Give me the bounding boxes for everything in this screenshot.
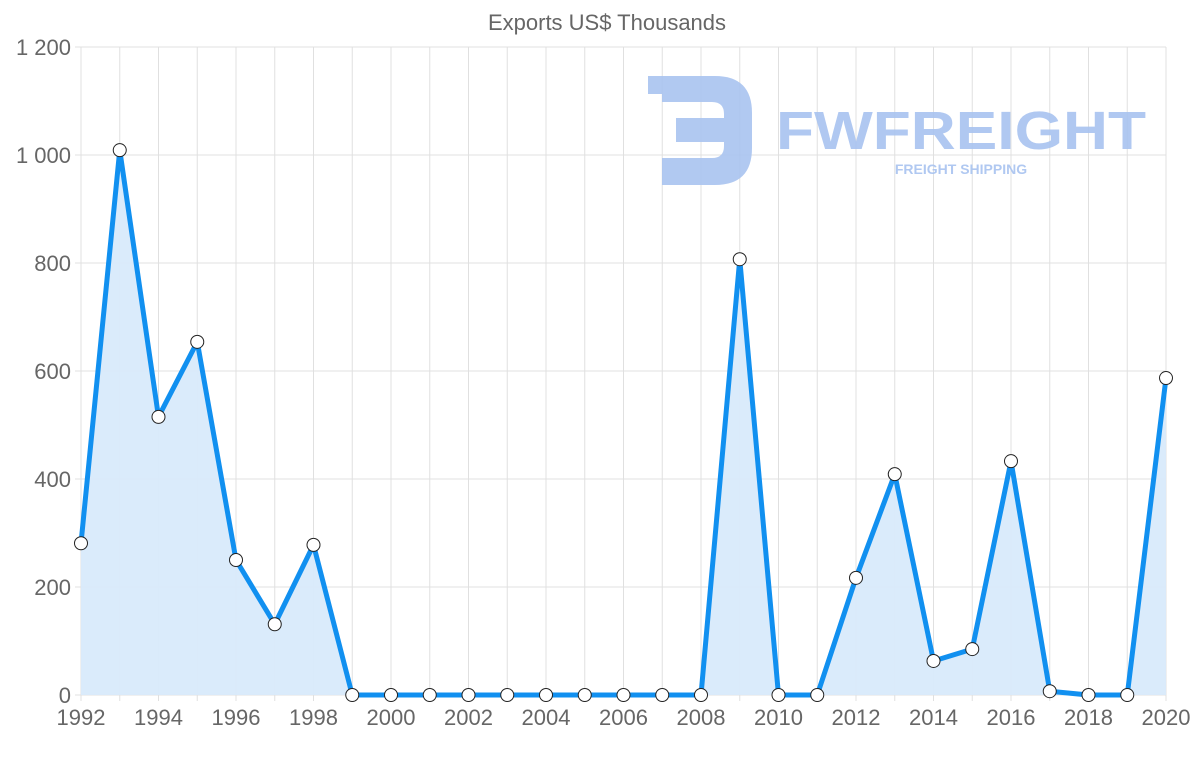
data-point[interactable] <box>384 688 398 702</box>
data-point[interactable] <box>926 653 941 668</box>
x-tick-label: 2002 <box>444 705 493 730</box>
data-point[interactable] <box>151 409 166 424</box>
x-tick-label: 2006 <box>599 705 648 730</box>
data-point[interactable] <box>422 688 437 702</box>
x-tick-label: 2018 <box>1064 705 1113 730</box>
x-tick-label: 1996 <box>212 705 261 730</box>
x-tick-label: 1992 <box>57 705 106 730</box>
x-tick-label: 2014 <box>909 705 958 730</box>
x-tick-label: 1998 <box>289 705 338 730</box>
data-point[interactable] <box>577 688 592 702</box>
data-points <box>74 143 1173 702</box>
y-tick-label: 1 200 <box>16 35 71 60</box>
data-point[interactable] <box>1042 684 1057 699</box>
data-point[interactable] <box>771 688 786 702</box>
x-axis: 1992 1994 1996 1998 2000 2002 2004 2006 2008 2010… <box>57 705 1191 730</box>
x-tick-label: 2016 <box>987 705 1036 730</box>
y-tick-label: 600 <box>34 359 71 384</box>
y-tick-label: 200 <box>34 575 71 600</box>
watermark-logo: FWFREIGHT FREIGHT SHIPPING <box>648 76 1146 185</box>
data-point[interactable] <box>539 688 553 702</box>
data-point[interactable] <box>616 688 631 702</box>
watermark-brand: FWFREIGHT <box>776 101 1146 161</box>
data-point[interactable] <box>345 688 360 702</box>
y-tick-label: 1 000 <box>16 143 71 168</box>
data-point[interactable] <box>694 688 708 702</box>
data-point[interactable] <box>1004 454 1018 469</box>
x-tick-label: 2008 <box>677 705 726 730</box>
area-fill <box>81 150 1166 695</box>
data-point[interactable] <box>306 537 321 552</box>
y-tick-label: 400 <box>34 467 71 492</box>
data-point[interactable] <box>887 467 902 482</box>
y-tick-label: 0 <box>59 683 71 708</box>
data-point[interactable] <box>810 688 825 702</box>
data-point[interactable] <box>849 570 863 585</box>
data-point[interactable] <box>500 688 515 702</box>
data-point[interactable] <box>229 553 243 567</box>
logo-mark-icon <box>648 76 752 185</box>
data-point[interactable] <box>1159 371 1173 386</box>
data-point[interactable] <box>74 536 88 551</box>
x-tick-label: 2000 <box>367 705 416 730</box>
x-tick-label: 1994 <box>134 705 183 730</box>
x-tick-label: 2020 <box>1142 705 1191 730</box>
x-tick-label: 2004 <box>522 705 571 730</box>
data-point[interactable] <box>267 617 282 632</box>
x-tick-label: 2010 <box>754 705 803 730</box>
data-point[interactable] <box>655 688 670 702</box>
chart-title: Exports US$ Thousands <box>488 10 726 35</box>
y-tick-label: 800 <box>34 251 71 276</box>
data-point[interactable] <box>461 688 476 702</box>
y-axis: 0 200 400 600 800 1 000 1 200 <box>16 35 71 708</box>
data-point[interactable] <box>965 642 980 657</box>
data-point[interactable] <box>732 252 747 267</box>
data-point[interactable] <box>190 334 205 349</box>
data-point[interactable] <box>1081 688 1096 702</box>
data-point[interactable] <box>112 143 127 158</box>
watermark-tagline: FREIGHT SHIPPING <box>895 161 1027 177</box>
x-tick-label: 2012 <box>832 705 881 730</box>
data-point[interactable] <box>1120 688 1135 702</box>
